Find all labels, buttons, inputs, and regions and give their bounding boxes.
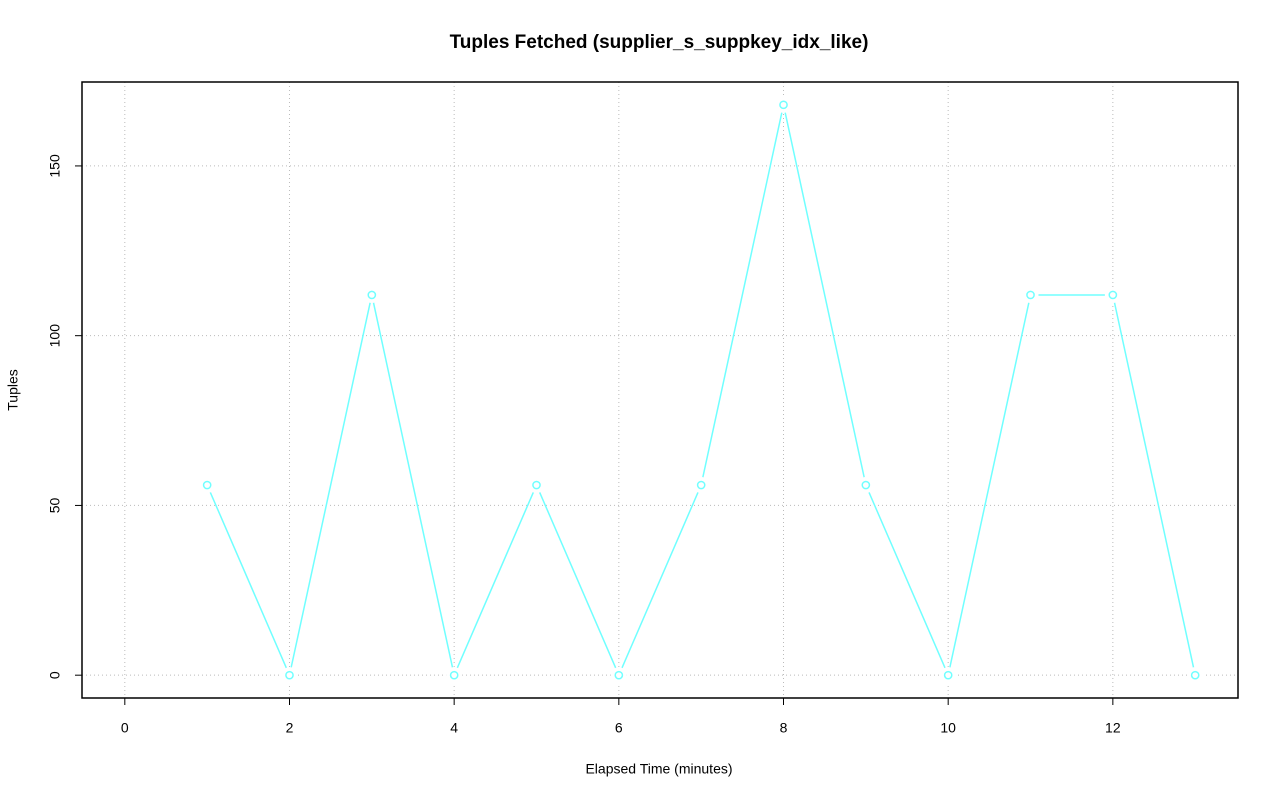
point-gap <box>528 477 545 494</box>
y-tick-label: 100 <box>47 324 63 348</box>
data-point <box>367 290 377 300</box>
y-axis-label: Tuples <box>5 369 21 411</box>
y-tick-label: 0 <box>47 671 63 679</box>
x-tick-label: 12 <box>1105 720 1121 736</box>
point-gap <box>940 667 957 684</box>
plot-frame <box>81 81 1239 699</box>
point-gap <box>199 477 216 494</box>
data-line <box>206 104 1196 678</box>
data-point <box>861 480 871 490</box>
point-gap <box>363 286 380 303</box>
data-point <box>449 670 459 680</box>
data-point <box>614 670 624 680</box>
data-point <box>943 670 953 680</box>
x-tick-label: 2 <box>286 720 294 736</box>
point-gap <box>693 477 710 494</box>
point-gap <box>446 667 463 684</box>
x-tick-label: 6 <box>615 720 623 736</box>
x-tick-label: 8 <box>780 720 788 736</box>
point-gap <box>1022 286 1039 303</box>
y-tick-label: 150 <box>47 154 63 178</box>
x-tick-label: 4 <box>450 720 458 736</box>
data-point <box>1108 290 1118 300</box>
data-point <box>779 100 788 110</box>
data-point <box>696 480 706 490</box>
point-gap <box>1187 667 1204 684</box>
data-point <box>1026 290 1035 300</box>
x-axis-label: Elapsed Time (minutes) <box>585 761 732 777</box>
data-point <box>1190 670 1200 680</box>
point-gap <box>775 96 792 113</box>
chart-title: Tuples Fetched (supplier_s_suppkey_idx_l… <box>450 32 869 53</box>
point-gap <box>1104 286 1121 303</box>
y-tick-label: 50 <box>47 497 63 513</box>
x-tick-label: 0 <box>121 720 129 736</box>
x-tick-label: 10 <box>940 720 956 736</box>
data-point <box>532 480 541 490</box>
point-gap <box>857 477 874 494</box>
data-point <box>285 670 294 680</box>
point-gap <box>610 667 627 684</box>
point-gap <box>281 667 298 684</box>
data-point <box>202 480 212 490</box>
